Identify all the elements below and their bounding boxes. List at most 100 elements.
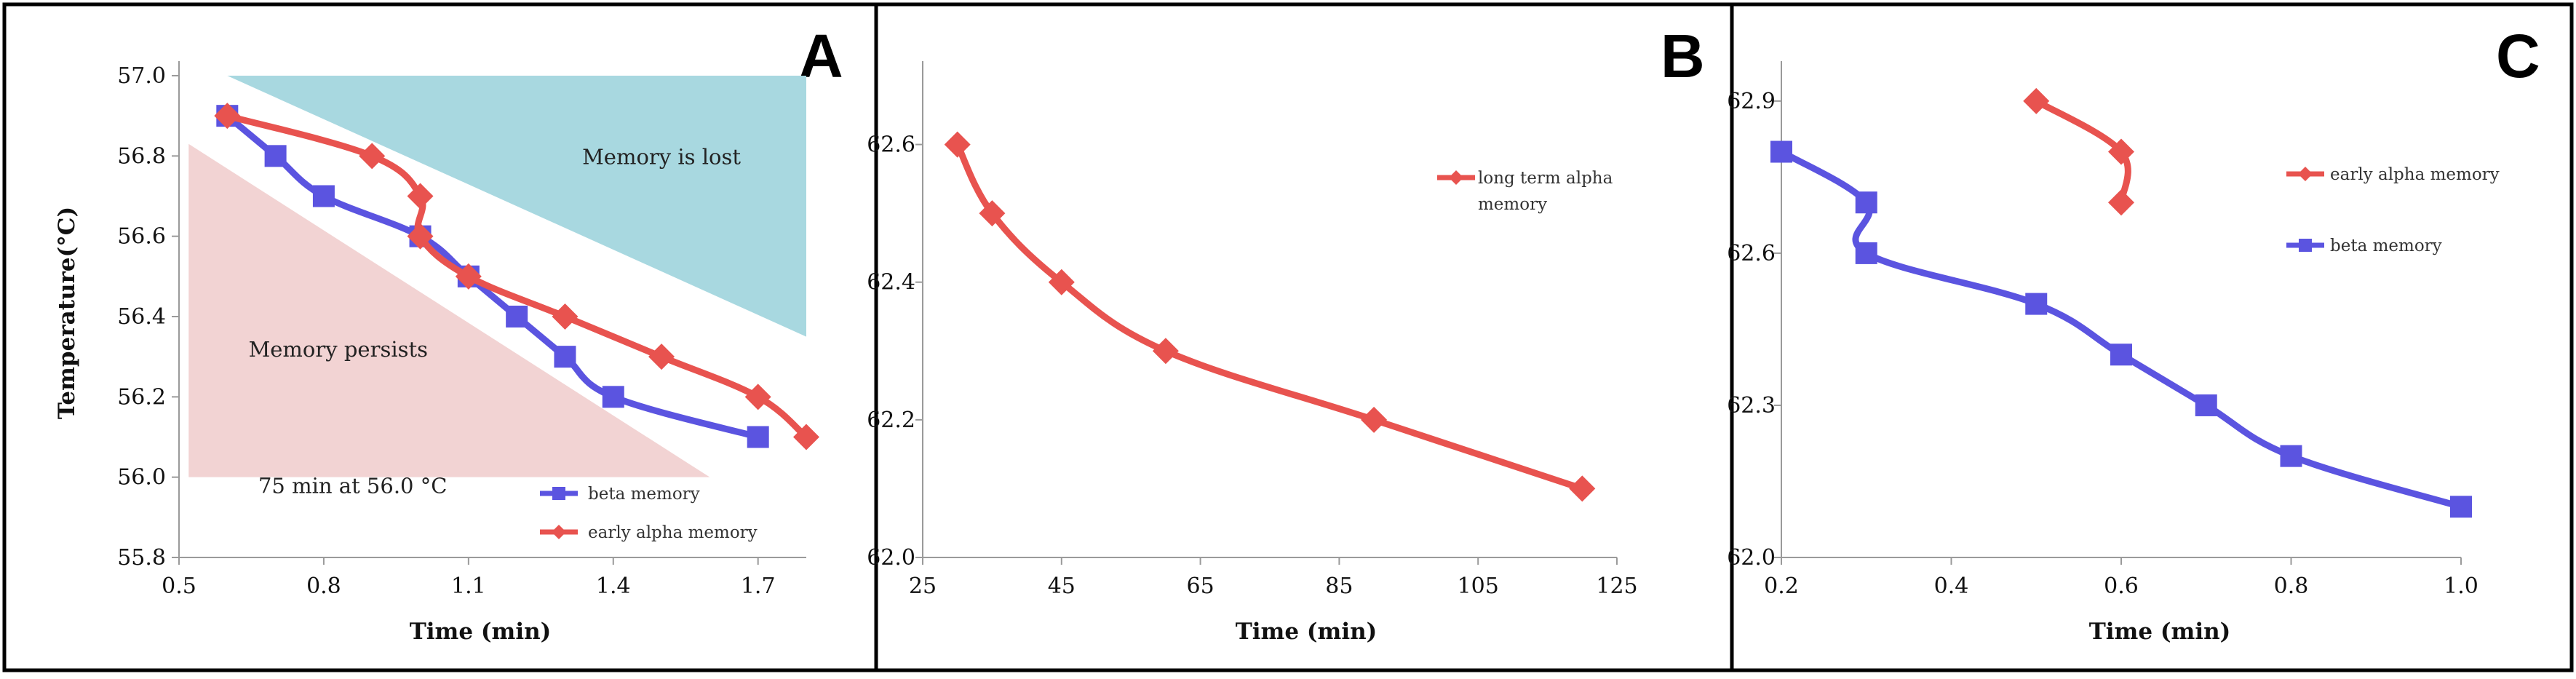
panel-b-x-tick-label: 105 xyxy=(1458,573,1499,599)
panel-b-x-axis-title: Time (min) xyxy=(1236,619,1378,645)
panel-a-y-tick-label: 56.6 xyxy=(117,224,166,250)
panel-a-early-alpha-memory-point xyxy=(793,424,819,450)
panel-a-early-alpha-memory-point xyxy=(214,103,241,130)
panel-b-letter: B xyxy=(1661,22,1705,90)
panel-c-y-tick-label: 62.0 xyxy=(1727,545,1776,571)
panel-a-legend-beta-memory-label: beta memory xyxy=(588,485,700,504)
panel-c-legend-early-alpha-memory-label: early alpha memory xyxy=(2330,165,2500,184)
panel-a-x-tick-label: 0.5 xyxy=(162,573,196,599)
panel-b-plot xyxy=(944,131,1596,502)
panel-a-beta-memory-point xyxy=(506,306,528,327)
panel-c-x-tick-label: 0.8 xyxy=(2274,573,2309,599)
panel-a-y-tick-label: 57.0 xyxy=(117,63,166,89)
panel-a-letter: A xyxy=(799,22,843,90)
panel-a-x-tick-label: 1.1 xyxy=(451,573,486,599)
memory-persists-region xyxy=(188,143,710,477)
panel-b-legend: long term alpha memory xyxy=(1437,169,1613,214)
panel-c-beta-memory-point xyxy=(1770,140,1792,163)
panel-c-legend-early-alpha-memory-marker xyxy=(2298,167,2313,181)
panel-b-x-tick-label: 25 xyxy=(909,573,937,599)
panel-c-plot xyxy=(1770,87,2472,518)
panel-c-x-tick-label: 0.4 xyxy=(1934,573,1969,599)
panel-a-early-alpha-memory-point xyxy=(552,303,579,330)
panel-a-legend-beta-memory-marker xyxy=(552,487,565,500)
panel-b-y-tick-label: 62.4 xyxy=(867,270,915,295)
condition-label: 75 min at 56.0 °C xyxy=(258,474,447,499)
panel-c-x-axis-title: Time (min) xyxy=(2089,619,2231,645)
panel-c-early-alpha-memory-point xyxy=(2023,87,2050,114)
panel-a-plot xyxy=(214,103,819,450)
panel-a-y-tick-label: 56.4 xyxy=(117,304,166,330)
panel-a-y-tick-label: 56.8 xyxy=(117,143,166,169)
panel-b-x-tick-label: 85 xyxy=(1325,573,1353,599)
panel-c-border xyxy=(1730,2,2574,672)
panel-c-y-tick-label: 62.6 xyxy=(1727,241,1776,266)
panel-b: B Time (min) 25 45 65 85 105 125 62.0 62.2 62.4 6… xyxy=(867,2,1734,672)
memory-lost-region xyxy=(227,76,806,337)
panel-a-x-axis-title: Time (min) xyxy=(410,619,552,645)
panel-c-beta-memory-point xyxy=(2280,445,2302,467)
panel-a-x-tick-label: 1.7 xyxy=(741,573,776,599)
panel-c-letter: C xyxy=(2496,22,2540,90)
panel-c-x-tick-label: 0.6 xyxy=(2104,573,2139,599)
panel-c-x-tick-label: 0.2 xyxy=(1764,573,1799,599)
panel-b-legend-long-term-alpha-memory-marker xyxy=(1449,170,1463,185)
panel-a-y-axis-title: Temperature(°C) xyxy=(54,207,80,419)
panel-b-legend-long-term-alpha-memory-label: long term alpha memory xyxy=(1478,169,1613,214)
panel-a-beta-memory-point xyxy=(554,346,576,368)
panel-a-early-alpha-memory-point xyxy=(359,143,386,170)
panel-a-legend-early-alpha-memory-label: early alpha memory xyxy=(588,523,758,542)
panel-b-long-term-alpha-memory-point xyxy=(944,131,971,158)
panel-b-long-term-alpha-memory-point xyxy=(1152,338,1179,365)
panel-a-x-tick-label: 0.8 xyxy=(306,573,341,599)
panel-c-beta-memory-point xyxy=(1855,191,1877,214)
panel-a-beta-memory-point xyxy=(602,386,624,408)
panel-b-y-tick-label: 62.0 xyxy=(867,545,915,571)
panel-b-border xyxy=(874,2,1734,672)
panel-a-early-alpha-memory-point xyxy=(407,223,434,250)
panel-b-long-term-alpha-memory-point xyxy=(979,200,1006,227)
panel-c-beta-memory-point xyxy=(2025,293,2048,315)
panel-a: A Time (min) Temperature(°C) Memory is l… xyxy=(2,2,878,672)
panel-c-legend-beta-memory-label: beta memory xyxy=(2330,237,2442,255)
panel-b-y-tick-label: 62.6 xyxy=(867,132,915,158)
panel-b-x-tick-label: 125 xyxy=(1596,573,1637,599)
panel-a-early-alpha-memory-point xyxy=(744,384,771,410)
panel-c-legend: early alpha memory beta memory xyxy=(2286,165,2500,255)
panel-b-long-term-alpha-memory-point xyxy=(1569,475,1596,502)
panel-b-legend-label-line: memory xyxy=(1478,195,1547,214)
panel-c-axes: 0.2 0.4 0.6 0.8 1.0 62.0 62.3 62.6 62.9 xyxy=(1727,61,2478,599)
panel-a-x-tick-label: 1.4 xyxy=(596,573,631,599)
panel-c-y-tick-label: 62.9 xyxy=(1727,89,1776,114)
panel-a-beta-memory-point xyxy=(312,185,335,207)
memory-persists-label: Memory persists xyxy=(249,337,428,362)
panel-c-beta-memory-point xyxy=(2110,344,2132,366)
memory-lost-label: Memory is lost xyxy=(582,144,741,169)
panel-b-legend-label-line: long term alpha xyxy=(1478,169,1613,188)
panel-a-beta-memory-point xyxy=(264,145,287,167)
panel-a-early-alpha-memory-point xyxy=(455,263,482,290)
panel-a-beta-memory-point xyxy=(747,426,769,448)
panel-a-y-tick-label: 55.8 xyxy=(117,545,166,571)
panel-c-early-alpha-memory-point xyxy=(2108,189,2134,216)
panel-a-legend-early-alpha-memory-marker xyxy=(552,525,566,539)
panel-a-early-alpha-memory-point xyxy=(407,183,434,210)
panel-a-annotations: Memory is lost Memory persists 75 min at 5… xyxy=(249,144,742,498)
panel-b-long-term-alpha-memory-point xyxy=(1361,406,1388,433)
panel-b-x-tick-label: 45 xyxy=(1048,573,1076,599)
panel-c-x-tick-label: 1.0 xyxy=(2444,573,2478,599)
panel-a-regions xyxy=(188,76,806,477)
panel-a-y-tick-label: 56.2 xyxy=(117,384,166,410)
panel-b-y-tick-label: 62.2 xyxy=(867,408,915,433)
panel-c-beta-memory-point xyxy=(2450,496,2472,518)
panel-a-early-alpha-memory-point xyxy=(648,344,675,370)
panel-c: C Time (min) 0.2 0.4 0.6 0.8 1.0 62.0 62.3 62.6… xyxy=(1727,2,2574,672)
panel-c-early-alpha-memory-point xyxy=(2108,138,2134,165)
panel-a-y-tick-label: 56.0 xyxy=(117,465,166,491)
panel-c-beta-memory-point xyxy=(1855,242,1877,264)
panel-c-y-tick-label: 62.3 xyxy=(1727,393,1776,418)
panel-b-x-tick-label: 65 xyxy=(1187,573,1215,599)
panel-a-legend: beta memory early alpha memory xyxy=(540,485,758,542)
panel-c-legend-beta-memory-marker xyxy=(2299,239,2312,252)
panel-b-axes: 25 45 65 85 105 125 62.0 62.2 62.4 62.6 xyxy=(867,61,1638,599)
